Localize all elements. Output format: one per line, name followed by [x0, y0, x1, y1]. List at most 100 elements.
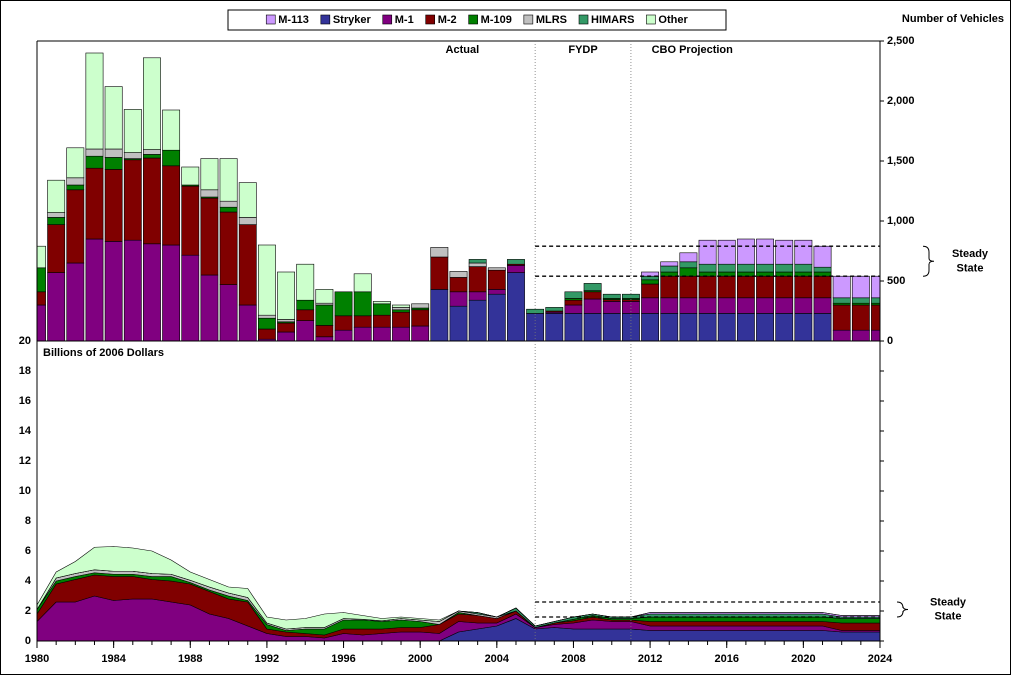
- bar-segment: [143, 57, 161, 150]
- bar-segment: [736, 313, 755, 342]
- y-tick-label: 18: [19, 365, 31, 377]
- bar-segment: [162, 165, 181, 246]
- y-tick-label: 1,000: [887, 215, 915, 227]
- bar-segment: [372, 314, 391, 328]
- legend-swatch: [265, 14, 276, 25]
- bar-segment: [564, 291, 583, 299]
- bar-segment: [871, 329, 880, 342]
- y-tick-label: 14: [19, 425, 32, 437]
- bar-segment: [468, 299, 487, 342]
- bar-segment: [794, 263, 813, 273]
- bar-segment: [487, 293, 506, 342]
- bar-segment: [392, 311, 410, 328]
- bar-segment: [315, 325, 334, 338]
- x-tick-label: 2000: [408, 653, 432, 665]
- y-tick-label: 4: [25, 575, 32, 587]
- bar-segment: [162, 109, 181, 151]
- legend-label: Stryker: [333, 14, 372, 26]
- bar-segment: [238, 304, 257, 342]
- bar-segment: [794, 275, 813, 299]
- bar-segment: [794, 297, 813, 314]
- brace: [896, 601, 909, 618]
- bar-segment: [736, 275, 755, 299]
- bar-segment: [698, 297, 717, 314]
- bar-segment: [392, 309, 410, 313]
- x-tick-label: 2024: [868, 653, 893, 665]
- bar-segment: [123, 159, 142, 241]
- bar-segment: [832, 304, 851, 331]
- x-tick-label: 1996: [331, 653, 355, 665]
- y-tick-label: 10: [19, 485, 31, 497]
- legend-label: M-1: [395, 14, 414, 26]
- bar-segment: [717, 263, 736, 273]
- bar-segment: [641, 283, 660, 299]
- bar-segment: [717, 275, 736, 299]
- bar-segment: [66, 184, 85, 191]
- bar-segment: [257, 328, 276, 340]
- bar-segment: [238, 224, 257, 306]
- bar-segment: [411, 325, 430, 342]
- bar-segment: [296, 320, 315, 342]
- x-tick-label: 1992: [255, 653, 279, 665]
- bar-segment: [583, 291, 602, 300]
- bar-segment: [564, 304, 583, 314]
- bar-segment: [756, 271, 774, 277]
- bar-segment: [143, 243, 161, 342]
- bar-segment: [756, 238, 774, 265]
- bar-segment: [85, 155, 104, 169]
- x-tick-label: 2004: [485, 653, 510, 665]
- area: [37, 546, 880, 630]
- bar-segment: [487, 289, 506, 295]
- bar-segment: [257, 244, 276, 316]
- y-tick-label: 20: [19, 335, 31, 347]
- bar-segment: [449, 291, 468, 307]
- bar-segment: [660, 297, 679, 314]
- bar-segment: [468, 291, 487, 301]
- bar-segment: [392, 307, 410, 311]
- legend-swatch: [382, 14, 393, 25]
- bar-segment: [277, 322, 295, 333]
- bar-segment: [871, 275, 880, 299]
- bar-segment: [679, 313, 698, 342]
- bar-segment: [468, 266, 487, 293]
- bar-segment: [47, 217, 66, 225]
- bar-segment: [181, 166, 200, 186]
- bar-segment: [392, 304, 410, 308]
- bar-segment: [717, 239, 736, 265]
- bar-segment: [602, 313, 621, 342]
- bar-segment: [66, 189, 85, 264]
- bar-segment: [353, 326, 372, 342]
- bar-segment: [277, 271, 295, 320]
- bar-segment: [813, 297, 832, 314]
- bar-segment: [219, 158, 238, 202]
- bar-segment: [104, 86, 123, 150]
- bar-segment: [449, 277, 468, 293]
- bar-segment: [449, 305, 468, 342]
- bar-segment: [602, 293, 621, 299]
- y-tick-label: 0: [887, 335, 893, 347]
- bar-segment: [296, 299, 315, 311]
- bar-segment: [85, 148, 104, 157]
- bar-segment: [756, 313, 774, 342]
- legend-swatch: [425, 14, 436, 25]
- bar-segment: [104, 148, 123, 158]
- bar-segment: [679, 261, 698, 269]
- bar-segment: [85, 238, 104, 342]
- bar-segment: [679, 252, 698, 263]
- x-tick-label: 1980: [25, 653, 49, 665]
- bar-segment: [219, 284, 238, 342]
- bar-segment: [698, 239, 717, 265]
- bar-segment: [238, 217, 257, 225]
- bar-segment: [47, 224, 66, 273]
- bar-segment: [832, 275, 851, 299]
- bar-segment: [430, 256, 449, 290]
- legend-label: HIMARS: [591, 14, 634, 26]
- x-tick-label: 2016: [714, 653, 738, 665]
- bar-segment: [277, 331, 295, 342]
- y-tick-label: 16: [19, 395, 31, 407]
- x-tick-label: 1984: [101, 653, 126, 665]
- y-tick-label: 8: [25, 515, 31, 527]
- plot: [37, 52, 880, 642]
- bar-segment: [545, 307, 564, 312]
